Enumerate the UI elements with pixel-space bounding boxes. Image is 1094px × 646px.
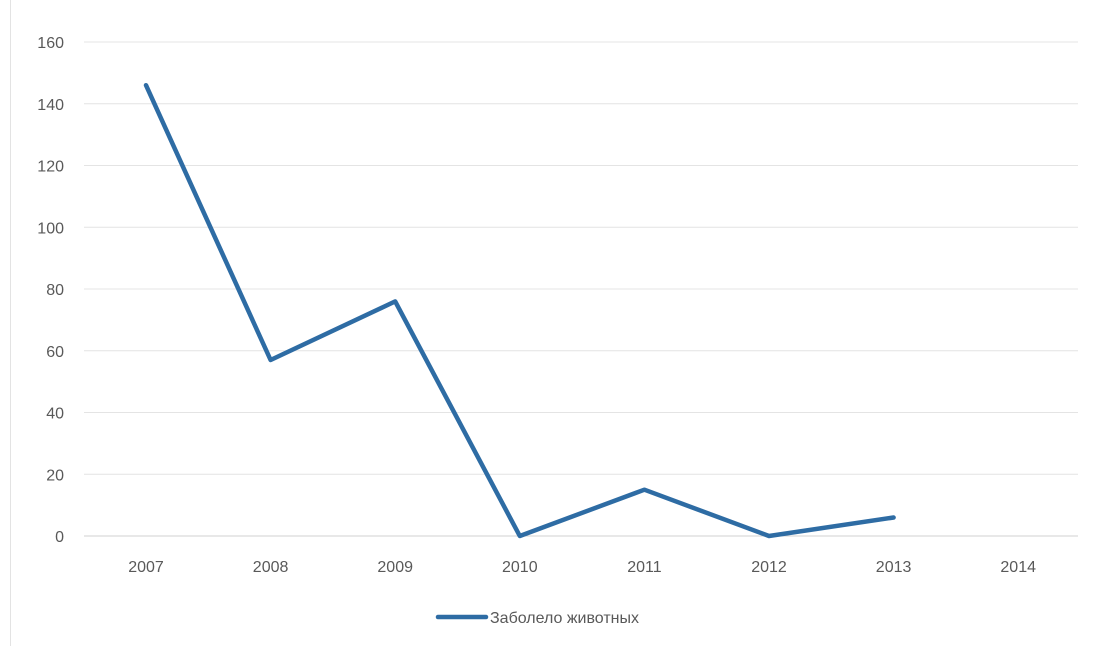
x-tick-label: 2012	[751, 559, 787, 576]
x-tick-label: 2013	[876, 559, 912, 576]
y-tick-label: 40	[46, 406, 64, 423]
x-tick-label: 2007	[128, 559, 164, 576]
series-line-0	[143, 82, 896, 539]
y-tick-label: 80	[46, 282, 64, 299]
x-tick-label: 2009	[377, 559, 413, 576]
series-lines	[143, 82, 896, 539]
y-tick-label: 60	[46, 344, 64, 361]
x-axis-ticks: 2007 2008 2009 2010 2011 2012 2013 2014	[128, 559, 1036, 576]
x-tick-label: 2014	[1000, 559, 1036, 576]
x-tick-label: 2011	[627, 559, 662, 576]
x-tick-label: 2008	[253, 559, 289, 576]
y-tick-label: 140	[37, 97, 64, 114]
y-tick-label: 20	[46, 467, 64, 484]
gridlines	[84, 41, 1078, 537]
chart-left-border	[10, 0, 11, 646]
legend: Заболело животных	[435, 610, 639, 627]
x-tick-label: 2010	[502, 559, 538, 576]
legend-label: Заболело животных	[490, 610, 639, 627]
y-tick-label: 120	[37, 159, 64, 176]
y-axis-ticks: 0 20 40 60 80 100 120 140 160	[37, 35, 64, 546]
y-tick-label: 0	[55, 529, 64, 546]
y-tick-label: 160	[37, 35, 64, 52]
y-tick-label: 100	[37, 220, 64, 237]
